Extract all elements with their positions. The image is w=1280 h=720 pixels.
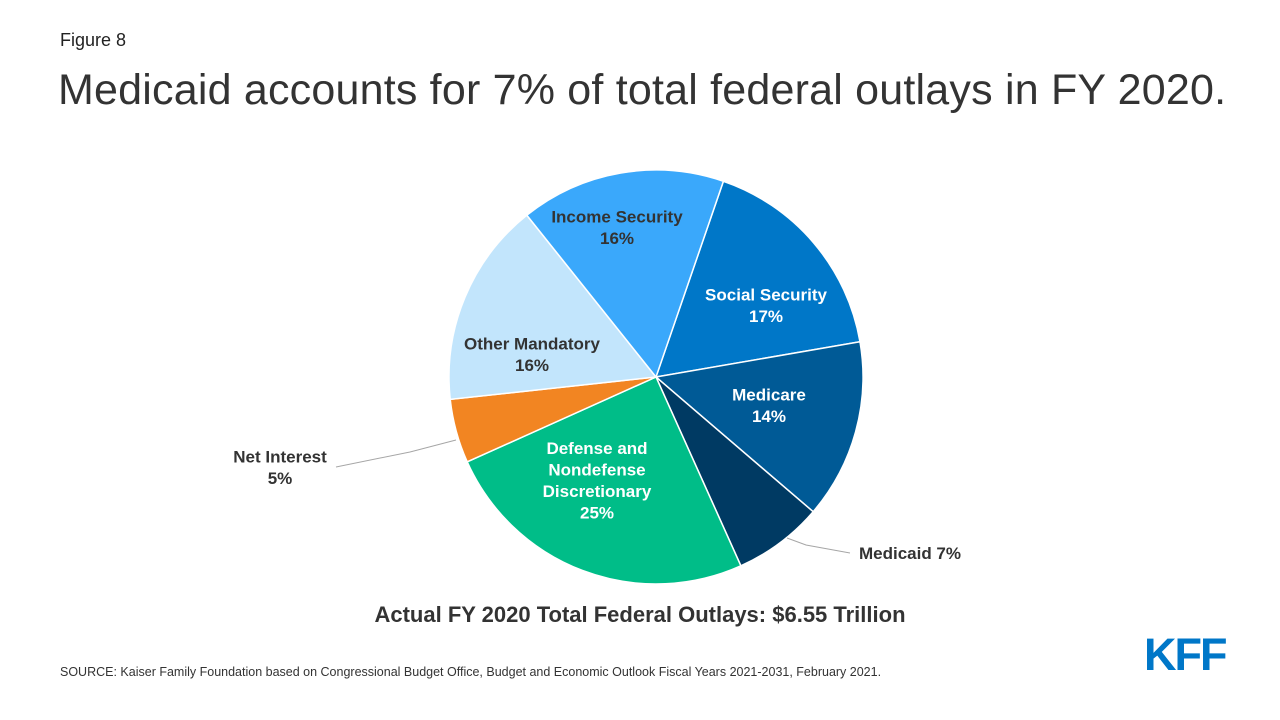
slice-label-line: 17% (749, 307, 783, 326)
slice-label-line: Income Security (551, 207, 683, 226)
pie-slice-defense-and-nondefense-discretionary (466, 376, 742, 585)
slice-label-line: Defense and (546, 439, 647, 458)
slice-label-line: Other Mandatory (464, 334, 601, 353)
slice-label-social-security: Social Security 17% (705, 285, 827, 326)
slice-label-line: Nondefense (548, 460, 645, 479)
total-outlays-caption: Actual FY 2020 Total Federal Outlays: $6… (374, 602, 906, 627)
kff-logo: KFF (1144, 629, 1227, 680)
leader-lines (335, 439, 851, 554)
slice-label-line: 5% (268, 469, 293, 488)
pie-slices (448, 169, 864, 585)
slice-labels: Social Security 17% Medicare 14% Medicaid 7%… (233, 207, 961, 563)
slice-label-line: Social Security (705, 285, 827, 304)
slice-label-income-security: Income Security 16% (551, 207, 683, 248)
slice-label-line: 16% (600, 229, 634, 248)
pie-slice-other-mandatory (448, 214, 658, 401)
chart-title: Medicaid accounts for 7% of total federa… (58, 66, 1227, 114)
slice-label-line: 25% (580, 503, 614, 522)
slice-label-line: Medicare (732, 385, 806, 404)
slice-label-defense-and-nondefense-discretionary: Defense and Nondefense Discretionary 25% (543, 439, 652, 523)
pie-slice-income-security (525, 169, 725, 379)
slice-label-medicare: Medicare 14% (732, 385, 806, 426)
figure-label: Figure 8 (60, 30, 127, 50)
pie-slice-medicare (654, 340, 864, 513)
slice-label-line: 16% (515, 356, 549, 375)
slice-label-medicaid: Medicaid 7% (859, 544, 961, 563)
leader-line-medicaid (786, 537, 851, 554)
slice-label-line: Medicaid 7% (859, 544, 961, 563)
source-note: SOURCE: Kaiser Family Foundation based o… (60, 665, 882, 679)
slice-label-net-interest: Net Interest 5% (233, 447, 327, 488)
slice-label-line: 14% (752, 407, 786, 426)
leader-line-net-interest (335, 439, 457, 468)
slice-label-line: Discretionary (543, 482, 652, 501)
slice-label-other-mandatory: Other Mandatory 16% (464, 334, 601, 375)
slice-label-line: Net Interest (233, 447, 327, 466)
